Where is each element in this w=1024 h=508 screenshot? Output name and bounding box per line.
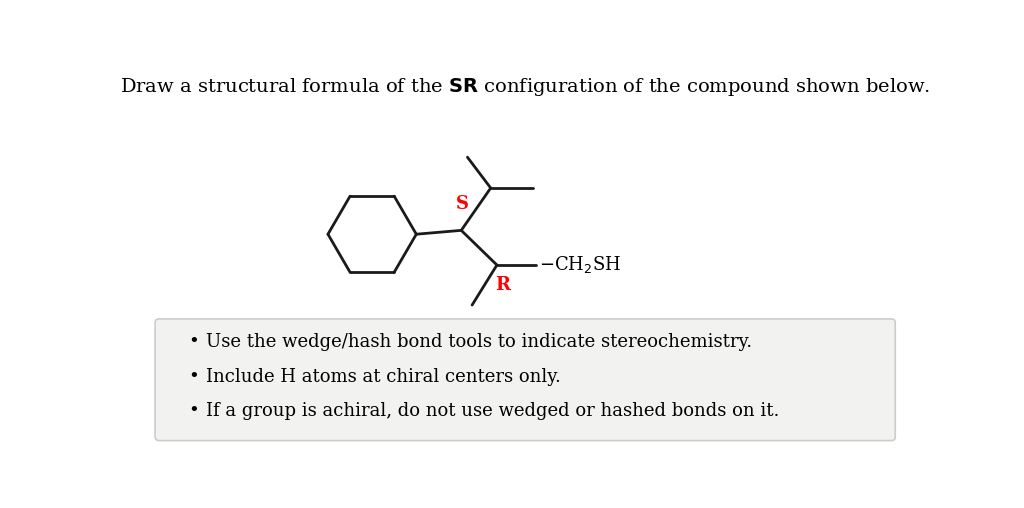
Text: •: • [188, 368, 200, 386]
Text: Use the wedge/hash bond tools to indicate stereochemistry.: Use the wedge/hash bond tools to indicat… [206, 333, 752, 351]
FancyBboxPatch shape [155, 319, 895, 440]
Text: S: S [457, 196, 469, 213]
Text: $-$CH$_2$SH: $-$CH$_2$SH [539, 253, 621, 275]
Text: Include H atoms at chiral centers only.: Include H atoms at chiral centers only. [206, 368, 560, 386]
Text: •: • [188, 333, 200, 351]
Text: •: • [188, 402, 200, 420]
Text: R: R [496, 276, 511, 294]
Text: If a group is achiral, do not use wedged or hashed bonds on it.: If a group is achiral, do not use wedged… [206, 402, 779, 420]
Text: Draw a structural formula of the $\mathbf{SR}$ configuration of the compound sho: Draw a structural formula of the $\mathb… [120, 76, 930, 98]
